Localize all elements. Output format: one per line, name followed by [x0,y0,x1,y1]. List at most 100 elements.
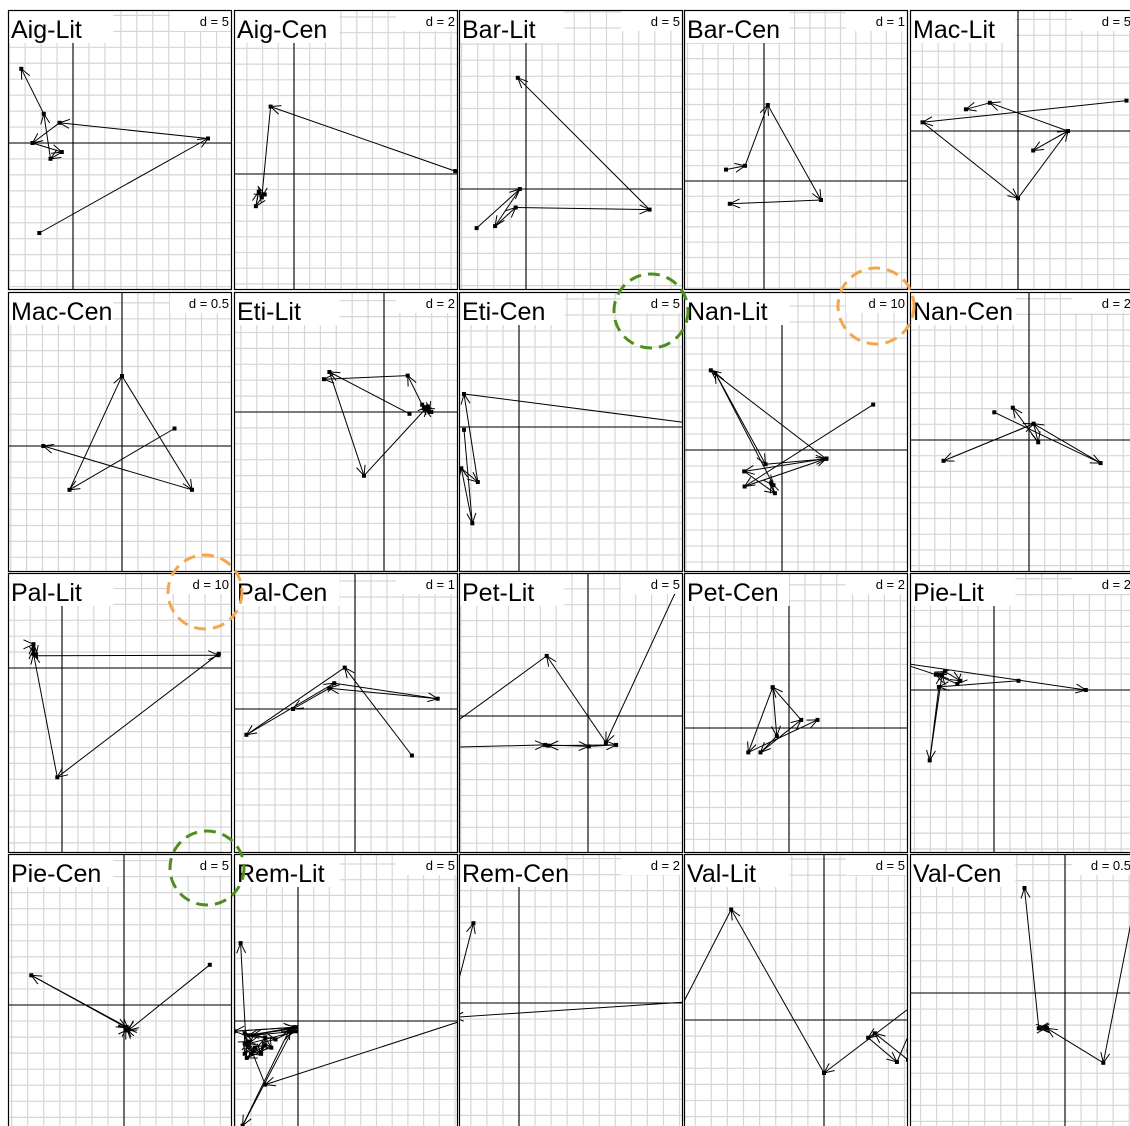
trajectory-point [471,921,476,926]
trajectory-arrow [459,1001,683,1017]
trajectory-point [252,1045,257,1050]
trajectory-arrow [748,687,774,752]
trajectory-point [57,120,62,125]
trajectory-point [242,1041,247,1046]
trajectory [442,921,683,1056]
panel-mac-cen: d = 0.5 Mac-Cen [7,291,233,573]
scale-label: d = 1 [876,14,905,29]
title-background [8,10,114,43]
trajectory-point [234,1029,237,1034]
grid [459,292,683,572]
trajectory-point [936,672,941,677]
scale-label-background [1072,854,1130,875]
trajectory-arrow [548,745,617,746]
trajectory-point [724,167,728,172]
trajectory-point [405,373,410,378]
trajectory-point [242,1031,247,1036]
trajectory-point [774,734,779,739]
scale-label: d = 2 [426,296,455,311]
title-background [459,10,565,43]
trajectory-point [1016,678,1021,683]
panel-frame [458,291,684,573]
trajectory-arrow [43,446,193,491]
trajectory-arrow [765,459,827,465]
trajectory-point [1044,1025,1049,1030]
trajectory-arrow [463,393,683,423]
title-background [459,292,565,325]
trajectory-point [289,1029,294,1034]
grid [234,854,458,1126]
grid [234,292,458,572]
title-background [910,292,1016,325]
title-background [910,10,1016,43]
grid [459,854,683,1126]
scale-label: d = 5 [200,858,229,873]
trajectory-point [238,941,243,946]
scale-label-background [1072,292,1130,313]
trajectory-point [1031,421,1036,426]
trajectory-point [586,744,591,749]
trajectory-point [713,371,718,375]
trajectory-arrow [44,114,51,159]
panel-frame [458,572,684,854]
trajectory [32,642,221,780]
trajectory-point [763,462,768,467]
scale-label-background [846,292,908,313]
panel-title: Mac-Lit [913,16,995,44]
trajectory-arrow [262,106,272,198]
trajectory-arrow [1034,423,1039,443]
trajectory [29,962,212,1033]
scale-label-background [396,292,458,313]
trajectory-point [246,1041,251,1046]
title-background [8,292,114,325]
trajectory-arrow [249,1030,297,1043]
trajectory-point [459,466,464,471]
trajectory-point [242,1051,247,1056]
trajectory-point [943,669,947,674]
trajectory-point [29,973,34,978]
trajectory-point [190,487,194,492]
trajectory-point [515,75,520,80]
panel-pet-cen: d = 2 Pet-Cen [683,572,909,854]
trajectory [724,103,823,206]
panel-aig-cen: d = 2 Aig-Cen [233,9,459,291]
trajectory-arrow [70,428,175,490]
panel-pal-lit: d = 10 Pal-Lit [7,572,233,854]
trajectory [321,370,433,478]
panel-title: Aig-Lit [11,16,82,44]
panel-frame [233,853,459,1126]
trajectory-point [647,207,652,212]
trajectory-point [771,483,776,488]
panel-nan-lit: d = 10 Nan-Lit [683,291,909,573]
scale-label: d = 1 [426,577,455,592]
scale-label: d = 0.5 [189,296,229,311]
trajectory-arrow [460,467,478,482]
scale-label-background [621,292,683,313]
panel-title: Mac-Cen [11,298,112,326]
trajectory-arrow [39,139,208,234]
panel-frame [683,572,909,854]
trajectory-arrow [31,974,126,1028]
trajectory-arrow [875,1033,908,1061]
trajectory-point [422,406,426,411]
panel-pal-cen: d = 1 Pal-Cen [233,572,459,854]
trajectory-point [453,169,458,174]
scale-label-background [1072,10,1130,31]
panel-nan-cen: d = 2 Nan-Cen [909,291,1130,573]
scale-label: d = 0.5 [1091,858,1130,873]
panel-title: Nan-Lit [687,298,768,326]
grid [910,573,1130,853]
title-background [8,573,114,606]
trajectory-arrow [896,1035,908,1063]
trajectory-point [819,198,823,202]
trajectory-point [48,156,53,161]
trajectory-point [799,717,804,722]
trajectory-arrow [606,575,683,743]
scale-label-background [396,10,458,31]
trajectory-point [729,907,734,912]
trajectory-arrow [442,1017,454,1054]
trajectory [910,661,1088,763]
trajectory-arrow [476,189,520,229]
scale-label-background [170,10,232,31]
trajectory-arrow [684,909,732,1003]
